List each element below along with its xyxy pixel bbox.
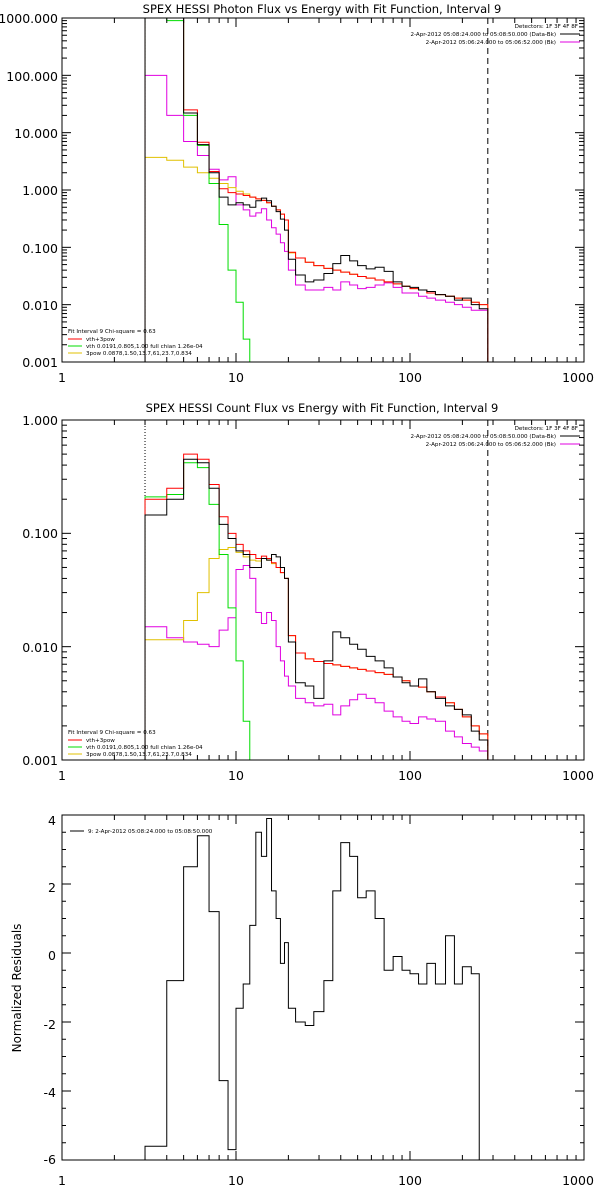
header-legend: Detectors: 1F 3F 4F 8F 2-Apr-2012 05:08:… — [410, 426, 580, 448]
x-tick-label: 1 — [58, 1173, 66, 1188]
y-tick-labels: 1.000 0.100 0.010 0.001 — [22, 413, 58, 768]
x-tick-label: 10 — [228, 370, 244, 385]
series-group — [144, 18, 489, 362]
fit-interval-label: Fit Interval 9 Chi-square = 0.63 — [68, 329, 156, 335]
y-tick-label: 0.100 — [22, 526, 58, 541]
x-tick-label: 1000 — [562, 1173, 594, 1188]
tick-marks — [61, 814, 584, 1161]
axes-frame — [61, 17, 585, 363]
vth-3pow-label: vth+3pow — [86, 337, 115, 343]
tick-marks — [61, 419, 584, 761]
series-group — [144, 817, 489, 1160]
y-tick-labels: 1000.000 100.000 10.000 1.000 0.100 0.01… — [0, 11, 58, 370]
fit-legend: Fit Interval 9 Chi-square = 0.63 vth+3po… — [68, 329, 203, 357]
x-tick-label: 1 — [58, 768, 66, 783]
y-tick-label: 1000.000 — [0, 11, 58, 26]
series-line-3pow — [144, 546, 489, 760]
y-tick-label: 4 — [48, 813, 56, 828]
fit-interval-label: Fit Interval 9 Chi-square = 0.63 — [68, 730, 156, 736]
3pow-label: 3pow 0.0878,1.50,13.7,61,23.7,0.834 — [86, 351, 192, 357]
y-tick-label: 0.001 — [22, 355, 58, 370]
y-tick-label: -4 — [44, 1085, 57, 1100]
x-tick-label: 10 — [228, 1173, 244, 1188]
y-tick-label: 0.010 — [22, 298, 58, 313]
panel-title: SPEX HESSI Count Flux vs Energy with Fit… — [146, 401, 499, 415]
y-tick-label: 10.000 — [14, 126, 58, 141]
series-line-data — [144, 817, 489, 1160]
series-line-background — [144, 74, 489, 362]
series-line-vth-3pow — [144, 453, 489, 760]
y-tick-labels: 4 2 0 -2 -4 -6 — [44, 813, 57, 1167]
fit-legend: Fit Interval 9 Chi-square = 0.63 vth+3po… — [68, 730, 203, 758]
vth-label: vth 0.0191,0.805,1.00 full chian 1.26e-0… — [86, 745, 203, 751]
plot-area — [144, 817, 489, 1160]
y-tick-label: -6 — [44, 1152, 57, 1167]
x-tick-label: 100 — [398, 370, 422, 385]
series-line-vth — [144, 462, 251, 760]
panel-title: SPEX HESSI Photon Flux vs Energy with Fi… — [143, 2, 502, 16]
plot-area — [144, 18, 489, 362]
series-line-vth-3pow — [144, 18, 489, 362]
axes-frame — [61, 419, 585, 761]
x-tick-labels: 1 10 100 1000 — [58, 1173, 594, 1188]
3pow-label: 3pow 0.0878,1.50,13.7,61,23.7,0.834 — [86, 752, 192, 758]
axes-frame — [61, 814, 585, 1161]
x-tick-label: 100 — [398, 768, 422, 783]
y-tick-label: 1.000 — [22, 183, 58, 198]
x-tick-labels: 1 10 100 1000 — [58, 370, 594, 385]
bk-interval-label: 2-Apr-2012 05:06:24.000 to 05:06:52.000 … — [426, 40, 556, 46]
series-line-vth — [144, 18, 251, 362]
residuals-panel: Normalized Residuals 4 2 0 -2 -4 -6 1 10… — [10, 813, 594, 1188]
header-legend: Detectors: 1F 3F 4F 8F 2-Apr-2012 05:08:… — [410, 24, 580, 46]
series-group — [144, 420, 489, 760]
plot-area — [144, 420, 489, 760]
count-flux-panel: SPEX HESSI Count Flux vs Energy with Fit… — [22, 401, 594, 783]
series-line-background — [144, 565, 489, 760]
detectors-label: Detectors: 1F 3F 4F 8F — [515, 24, 578, 30]
x-tick-label: 1000 — [562, 768, 594, 783]
y-tick-label: 0 — [48, 948, 56, 963]
photon-flux-panel: SPEX HESSI Photon Flux vs Energy with Fi… — [0, 2, 594, 385]
series-line-data — [144, 458, 489, 760]
x-tick-label: 1 — [58, 370, 66, 385]
x-tick-label: 10 — [228, 768, 244, 783]
residual-legend-label: 9: 2-Apr-2012 05:08:24.000 to 05:08:50.0… — [88, 829, 213, 835]
tick-marks — [61, 17, 584, 363]
series-line-3pow — [144, 156, 489, 362]
y-tick-label: 2 — [48, 880, 56, 895]
y-tick-label: 1.000 — [22, 413, 58, 428]
y-axis-label: Normalized Residuals — [10, 924, 24, 1053]
x-tick-label: 100 — [398, 1173, 422, 1188]
y-tick-label: -2 — [44, 1017, 56, 1032]
data-interval-label: 2-Apr-2012 05:08:24.000 to 05:08:50.000 … — [410, 434, 556, 440]
bk-interval-label: 2-Apr-2012 05:06:24.000 to 05:06:52.000 … — [426, 442, 556, 448]
y-tick-label: 100.000 — [6, 69, 58, 84]
vth-label: vth 0.0191,0.805,1.00 full chian 1.26e-0… — [86, 344, 203, 350]
y-tick-label: 0.001 — [22, 753, 58, 768]
vth-3pow-label: vth+3pow — [86, 738, 115, 744]
data-interval-label: 2-Apr-2012 05:08:24.000 to 05:08:50.000 … — [410, 32, 556, 38]
y-tick-label: 0.010 — [22, 640, 58, 655]
series-line-data — [144, 18, 489, 362]
y-tick-label: 0.100 — [22, 241, 58, 256]
x-tick-label: 1000 — [562, 370, 594, 385]
x-tick-labels: 1 10 100 1000 — [58, 768, 594, 783]
residual-legend: 9: 2-Apr-2012 05:08:24.000 to 05:08:50.0… — [70, 829, 213, 835]
detectors-label: Detectors: 1F 3F 4F 8F — [515, 426, 578, 432]
